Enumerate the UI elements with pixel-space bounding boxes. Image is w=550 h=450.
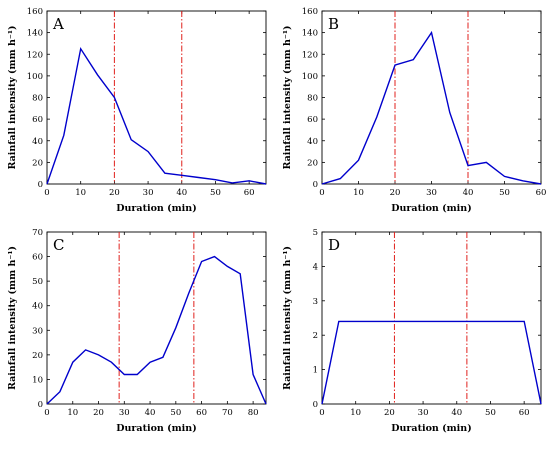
x-tick-label: 50 bbox=[499, 188, 510, 198]
x-tick-label: 60 bbox=[196, 408, 207, 418]
y-axis-label: Rainfall intensity (mm h⁻¹) bbox=[282, 25, 293, 169]
x-tick-label: 40 bbox=[145, 408, 156, 418]
x-tick-label: 0 bbox=[319, 188, 324, 198]
chart-panel-a: 0 10 20 30 40 50 60 0 20 40 60 80 100 120 140 160 Durati… bbox=[7, 7, 267, 214]
x-tick-label: 10 bbox=[75, 188, 86, 198]
y-tick-label: 5 bbox=[313, 228, 318, 238]
y-tick-label: 100 bbox=[27, 72, 43, 82]
x-axis-label: Duration (min) bbox=[391, 423, 471, 434]
y-tick-label: 2 bbox=[313, 331, 318, 341]
x-axis-label: Duration (min) bbox=[116, 203, 196, 214]
y-tick-label: 0 bbox=[38, 400, 43, 410]
x-tick-label: 30 bbox=[426, 188, 437, 198]
y-tick-label: 160 bbox=[302, 7, 318, 17]
y-tick-label: 20 bbox=[32, 158, 43, 168]
y-tick-label: 40 bbox=[307, 137, 318, 147]
y-tick-label: 60 bbox=[32, 253, 43, 263]
y-tick-label: 80 bbox=[32, 94, 43, 104]
y-tick-label: 3 bbox=[313, 297, 318, 307]
x-tick-label: 30 bbox=[418, 408, 429, 418]
y-tick-label: 160 bbox=[27, 7, 43, 17]
y-axis-label: Rainfall intensity (mm h⁻¹) bbox=[7, 25, 18, 169]
y-tick-label: 20 bbox=[307, 158, 318, 168]
x-tick-label: 0 bbox=[319, 408, 324, 418]
panel-label: B bbox=[328, 15, 339, 33]
plot-frame bbox=[321, 231, 542, 405]
x-tick-label: 60 bbox=[519, 408, 530, 418]
y-tick-label: 0 bbox=[313, 400, 318, 410]
y-tick-label: 60 bbox=[32, 115, 43, 125]
x-tick-label: 70 bbox=[222, 408, 233, 418]
x-tick-label: 40 bbox=[176, 188, 187, 198]
y-tick-label: 20 bbox=[32, 351, 43, 361]
x-axis-label: Duration (min) bbox=[116, 423, 196, 434]
x-tick-label: 30 bbox=[119, 408, 130, 418]
x-tick-label: 20 bbox=[384, 408, 395, 418]
x-tick-label: 10 bbox=[67, 408, 78, 418]
y-tick-label: 1 bbox=[313, 366, 318, 376]
chart-panel-d: 0 10 20 30 40 50 60 0 1 2 3 4 5 Duration (min) Rainfal… bbox=[282, 228, 542, 434]
x-tick-label: 20 bbox=[109, 188, 120, 198]
x-tick-label: 10 bbox=[350, 408, 361, 418]
y-tick-label: 40 bbox=[32, 137, 43, 147]
plot-frame bbox=[46, 231, 267, 405]
x-tick-label: 20 bbox=[93, 408, 104, 418]
rainfall-series-line bbox=[46, 255, 267, 405]
rainfall-series-line bbox=[321, 30, 542, 185]
y-axis-label: Rainfall intensity (mm h⁻¹) bbox=[7, 246, 18, 390]
y-tick-label: 60 bbox=[307, 115, 318, 125]
y-tick-label: 120 bbox=[27, 50, 43, 60]
x-tick-label: 10 bbox=[353, 188, 364, 198]
x-tick-label: 0 bbox=[44, 408, 49, 418]
panel-label: D bbox=[328, 236, 340, 254]
y-tick-label: 30 bbox=[32, 326, 43, 336]
x-tick-label: 20 bbox=[390, 188, 401, 198]
x-tick-label: 50 bbox=[170, 408, 181, 418]
x-tick-label: 60 bbox=[244, 188, 255, 198]
y-tick-label: 120 bbox=[302, 50, 318, 60]
plot-frame bbox=[46, 10, 267, 185]
x-tick-label: 30 bbox=[143, 188, 154, 198]
x-axis-label: Duration (min) bbox=[391, 203, 471, 214]
rainfall-series-line bbox=[46, 46, 267, 185]
y-tick-label: 0 bbox=[38, 180, 43, 190]
y-tick-label: 140 bbox=[27, 29, 43, 39]
y-tick-label: 70 bbox=[32, 228, 43, 238]
y-tick-label: 100 bbox=[302, 72, 318, 82]
x-tick-label: 40 bbox=[463, 188, 474, 198]
y-tick-label: 50 bbox=[32, 277, 43, 287]
rainfall-series-line bbox=[321, 320, 542, 405]
y-tick-label: 0 bbox=[313, 180, 318, 190]
y-tick-label: 40 bbox=[32, 302, 43, 312]
x-tick-label: 40 bbox=[451, 408, 462, 418]
x-tick-label: 50 bbox=[210, 188, 221, 198]
y-tick-label: 4 bbox=[313, 262, 318, 272]
panel-label: A bbox=[52, 15, 64, 33]
x-tick-label: 50 bbox=[485, 408, 496, 418]
x-tick-label: 80 bbox=[248, 408, 259, 418]
y-tick-label: 80 bbox=[307, 94, 318, 104]
chart-panel-b: 0 10 20 30 40 50 60 0 20 40 60 80 100 120 140 160 Durati… bbox=[282, 7, 546, 214]
x-tick-label: 60 bbox=[536, 188, 547, 198]
chart-panel-c: 0 10 20 30 40 50 60 70 80 0 10 20 30 40 50 60 70 Duration… bbox=[7, 228, 267, 434]
y-tick-label: 140 bbox=[302, 29, 318, 39]
panel-label: C bbox=[53, 236, 64, 254]
y-axis-label: Rainfall intensity (mm h⁻¹) bbox=[282, 246, 293, 390]
x-tick-label: 0 bbox=[44, 188, 49, 198]
y-tick-label: 10 bbox=[32, 375, 43, 385]
plot-frame bbox=[321, 10, 542, 185]
